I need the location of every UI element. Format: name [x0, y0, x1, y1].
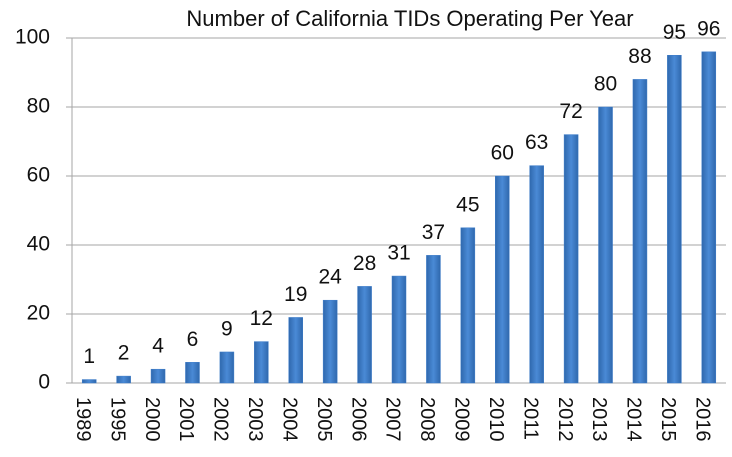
bar: [598, 106, 613, 384]
x-tick-label: 2004: [278, 397, 300, 442]
x-tick-label: 2014: [623, 397, 645, 442]
y-tick-label: 40: [27, 233, 50, 256]
data-label: 12: [250, 307, 273, 330]
data-label: 31: [387, 242, 410, 265]
data-label: 6: [187, 328, 199, 351]
x-tick-label: 2010: [485, 397, 507, 442]
bar: [185, 362, 200, 384]
x-tick-label: 2011: [519, 397, 541, 440]
bar: [219, 351, 235, 384]
bar: [81, 379, 97, 384]
x-tick-label: 2012: [554, 397, 576, 442]
x-tick-label: 2005: [313, 397, 335, 442]
x-tick-label: 2008: [416, 397, 438, 442]
x-tick-label: 2002: [210, 397, 232, 442]
bar: [150, 368, 166, 384]
bar: [426, 255, 441, 384]
data-label: 19: [284, 283, 307, 306]
y-tick-label: 0: [38, 371, 50, 394]
data-label: 95: [663, 21, 686, 44]
x-tick-label: 2013: [588, 397, 610, 442]
data-label: 72: [559, 100, 582, 123]
x-tick-label: 2006: [347, 397, 369, 442]
data-label: 2: [118, 342, 130, 365]
bar: [529, 165, 544, 384]
y-tick-label: 60: [27, 164, 50, 187]
bar: [288, 317, 303, 384]
x-tick-label: 2003: [244, 397, 266, 442]
bar: [632, 79, 648, 384]
x-tick-label: 2016: [692, 397, 714, 442]
data-label: 88: [628, 45, 651, 68]
x-tick-label: 1995: [106, 397, 128, 442]
data-label: 9: [221, 317, 233, 340]
y-tick-label: 100: [15, 26, 50, 49]
bar: [701, 51, 717, 384]
data-label: 1: [83, 345, 95, 368]
data-label: 28: [353, 252, 376, 275]
data-label: 80: [594, 73, 617, 96]
data-label: 4: [152, 335, 164, 358]
bar: [460, 227, 476, 384]
x-tick-label: 1989: [72, 397, 94, 442]
bar: [116, 375, 131, 384]
data-label: 96: [697, 17, 720, 40]
bar: [495, 175, 510, 384]
data-label: 24: [318, 266, 342, 289]
bar: [667, 55, 682, 384]
x-tick-label: 2015: [657, 397, 679, 442]
x-tick-label: 2007: [382, 397, 404, 442]
x-tick-label: 2009: [451, 397, 473, 442]
x-tick-label: 2001: [175, 397, 197, 442]
data-label: 37: [422, 221, 445, 244]
bar: [357, 286, 372, 384]
bar: [391, 275, 407, 384]
data-label: 63: [525, 131, 548, 154]
bar: [322, 299, 338, 384]
data-label: 60: [491, 142, 514, 165]
chart-title: Number of California TIDs Operating Per …: [186, 6, 633, 31]
y-tick-label: 20: [27, 302, 50, 325]
x-tick-label: 2000: [141, 397, 163, 442]
y-tick-label: 80: [27, 95, 50, 118]
bar: [254, 341, 269, 384]
data-label: 45: [456, 193, 479, 216]
bar: [563, 134, 579, 384]
